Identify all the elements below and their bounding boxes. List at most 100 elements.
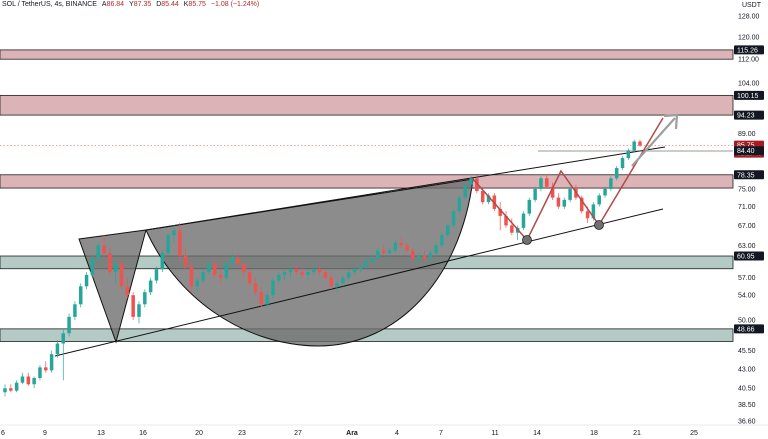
candle-body bbox=[451, 211, 456, 226]
price-tick-label: 71.00 bbox=[738, 204, 756, 211]
candle bbox=[317, 266, 322, 275]
candle bbox=[451, 208, 456, 228]
date-tick-label: 14 bbox=[533, 430, 541, 437]
candle-body bbox=[387, 250, 392, 254]
candle-body bbox=[44, 367, 48, 371]
candle bbox=[393, 240, 398, 254]
candle bbox=[277, 272, 281, 284]
candle-body bbox=[247, 272, 252, 284]
candle bbox=[381, 245, 386, 256]
candle-body bbox=[568, 188, 572, 200]
candle-body bbox=[201, 272, 205, 281]
candle-body bbox=[294, 269, 299, 273]
price-tick-label: 63.00 bbox=[738, 243, 756, 250]
candle bbox=[341, 274, 345, 287]
candle-body bbox=[55, 343, 60, 355]
candle bbox=[78, 283, 83, 308]
candle bbox=[113, 261, 118, 284]
price-tick-label: 36.60 bbox=[738, 419, 756, 426]
candle-body bbox=[545, 178, 549, 187]
candle-body bbox=[312, 269, 316, 273]
price-tick-label: 120.00 bbox=[738, 34, 760, 41]
date-tick-label: 9 bbox=[43, 430, 47, 437]
candle-body bbox=[131, 295, 135, 317]
candle-body bbox=[556, 197, 561, 207]
low-value: 85.44 bbox=[161, 1, 179, 8]
candle-body bbox=[638, 141, 642, 146]
candle-body bbox=[603, 188, 607, 196]
candle bbox=[521, 211, 526, 231]
candle bbox=[597, 193, 601, 207]
candle-body bbox=[422, 255, 427, 259]
candle bbox=[527, 197, 532, 216]
candle-body bbox=[510, 225, 514, 233]
price-tick-label: 38.50 bbox=[738, 402, 756, 409]
candle-body bbox=[26, 376, 31, 385]
candle-body bbox=[189, 266, 194, 287]
symbol-header: SOL / TetherUS, 4s, BINANCE A86.84 Y87.3… bbox=[2, 1, 259, 8]
candle-body bbox=[148, 280, 153, 293]
candle-body bbox=[137, 304, 141, 317]
candle bbox=[434, 242, 438, 256]
candle bbox=[38, 365, 42, 381]
candle-body bbox=[271, 280, 275, 296]
candle bbox=[189, 261, 194, 293]
price-tick-label: 43.00 bbox=[738, 366, 756, 373]
date-tick-label: 11 bbox=[491, 430, 498, 437]
candle bbox=[3, 384, 7, 397]
target-arrow-head bbox=[663, 113, 679, 130]
price-tick-label: 50.00 bbox=[738, 318, 756, 325]
price-tick-label: 45.50 bbox=[738, 348, 756, 355]
candle bbox=[137, 301, 141, 324]
candle-body bbox=[364, 261, 368, 267]
date-tick-label: Ara bbox=[346, 430, 358, 437]
resistance-zone-0 bbox=[0, 49, 734, 60]
candle-body bbox=[160, 253, 165, 270]
candle bbox=[486, 193, 491, 205]
candle-body bbox=[224, 263, 229, 278]
price-tick-label: 89.00 bbox=[738, 131, 756, 138]
candle-body bbox=[620, 158, 625, 169]
candle-body bbox=[434, 245, 438, 254]
candle bbox=[236, 253, 240, 267]
candle bbox=[195, 277, 199, 293]
date-tick-label: 6 bbox=[1, 430, 5, 437]
candle bbox=[335, 280, 339, 293]
candle bbox=[253, 277, 258, 296]
candle-body bbox=[504, 215, 508, 226]
close-label: K bbox=[183, 1, 189, 8]
candle bbox=[498, 202, 502, 231]
candle bbox=[131, 292, 135, 321]
price-label-box bbox=[734, 110, 764, 120]
candle-body bbox=[550, 186, 555, 198]
candle bbox=[422, 250, 427, 262]
candle-body bbox=[579, 197, 584, 212]
candle bbox=[294, 263, 299, 275]
candle bbox=[329, 274, 333, 290]
low-label: D bbox=[156, 1, 162, 8]
date-tick-label: 7 bbox=[439, 430, 443, 437]
candle-body bbox=[405, 245, 409, 251]
candle-body bbox=[9, 388, 13, 391]
candle bbox=[346, 269, 351, 281]
candle bbox=[463, 182, 467, 200]
candle bbox=[312, 266, 316, 275]
candle bbox=[166, 232, 170, 256]
date-tick-label: 13 bbox=[97, 430, 105, 437]
candle-body bbox=[288, 269, 293, 273]
candle bbox=[207, 261, 211, 275]
candle bbox=[358, 263, 363, 273]
price-label-value: 115.26 bbox=[737, 47, 758, 54]
candle-body bbox=[457, 197, 462, 212]
candle-body bbox=[78, 286, 83, 305]
candle bbox=[201, 269, 205, 284]
candle-body bbox=[178, 230, 182, 256]
candle-body bbox=[428, 253, 433, 259]
price-label-value: 60.95 bbox=[737, 254, 755, 261]
change-value: −1.08 (−1.24%) bbox=[210, 1, 260, 8]
candle-body bbox=[166, 235, 170, 254]
candle bbox=[230, 253, 234, 267]
candle bbox=[609, 176, 613, 192]
